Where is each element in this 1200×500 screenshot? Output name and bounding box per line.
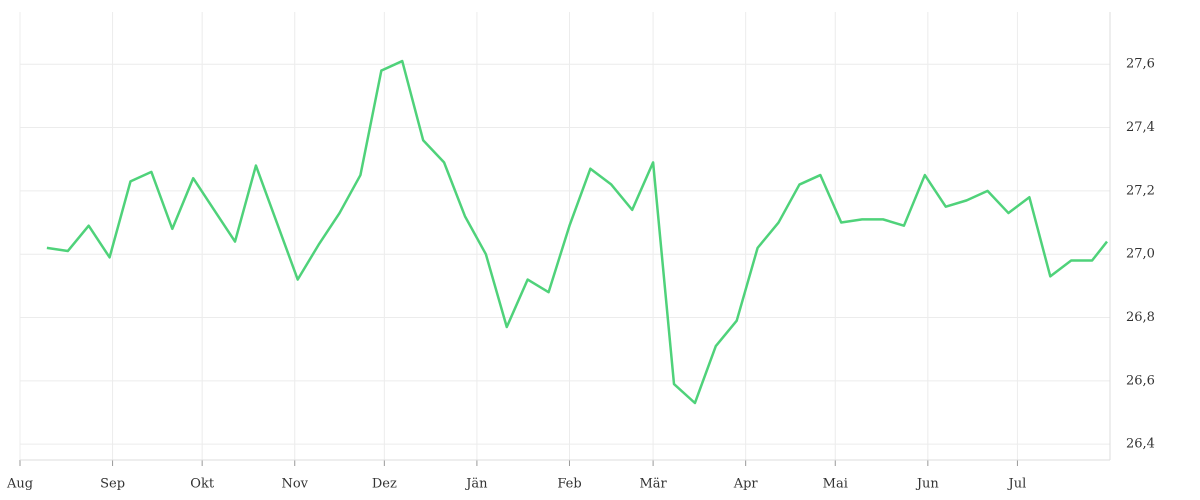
x-tick-label: Dez bbox=[372, 477, 397, 492]
y-tick-label: 26,6 bbox=[1126, 373, 1155, 388]
line bbox=[46, 59, 1108, 405]
x-tick-label: Sep bbox=[100, 477, 125, 492]
x-tick-label: Aug bbox=[6, 477, 33, 492]
y-tick-label: 27,0 bbox=[1126, 247, 1155, 262]
x-tick-label: Okt bbox=[190, 477, 215, 492]
x-tick-label: Apr bbox=[733, 477, 759, 492]
x-tick-label: Mai bbox=[823, 477, 848, 492]
x-tick-label: Feb bbox=[557, 477, 581, 492]
y-tick-label: 27,6 bbox=[1126, 57, 1155, 72]
x-tick-label: Mär bbox=[639, 477, 667, 492]
y-tick-label: 26,8 bbox=[1126, 310, 1155, 325]
x-tick-label: Jun bbox=[915, 477, 940, 492]
x-tick-label: Jul bbox=[1007, 477, 1027, 492]
x-tick-label: Nov bbox=[281, 477, 308, 492]
y-tick-label: 26,4 bbox=[1126, 437, 1155, 452]
y-tick-label: 27,2 bbox=[1126, 183, 1155, 198]
y-tick-label: 27,4 bbox=[1126, 120, 1155, 135]
x-tick-label: Jän bbox=[464, 477, 488, 492]
